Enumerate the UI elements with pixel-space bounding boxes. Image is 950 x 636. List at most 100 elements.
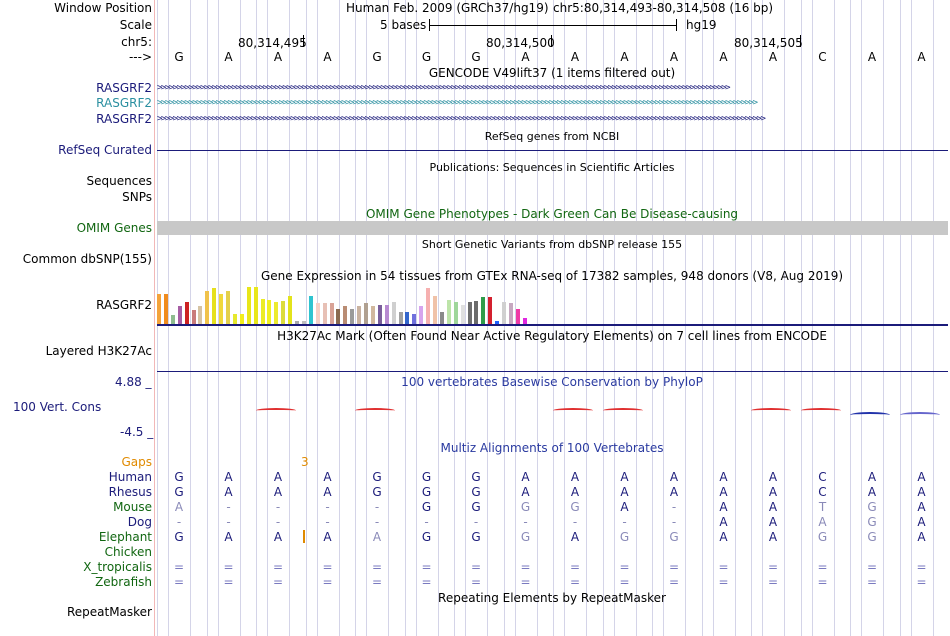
gtex-tissue-bar[interactable]	[522, 318, 527, 324]
window-position-value[interactable]: chr5:80,314,493-80,314,508 (16 bp)	[553, 1, 774, 15]
gtex-tissue-bar[interactable]	[453, 302, 458, 324]
omim-feature-bar[interactable]	[157, 221, 948, 235]
gtex-tissue-bar[interactable]	[446, 300, 451, 324]
gtex-tissue-bar[interactable]	[246, 287, 251, 324]
omim-track-title[interactable]: OMIM Gene Phenotypes - Dark Green Can Be…	[365, 207, 739, 221]
gtex-tissue-bar[interactable]	[281, 301, 286, 324]
gtex-tissue-bar[interactable]	[426, 288, 431, 324]
gtex-tissue-bar[interactable]	[405, 312, 410, 324]
dbsnp-label[interactable]: Common dbSNP(155)	[22, 252, 152, 266]
h3k27ac-track-title[interactable]: H3K27Ac Mark (Often Found Near Active Re…	[277, 329, 827, 343]
gtex-tissue-bar[interactable]	[267, 300, 272, 324]
gtex-tissue-bar[interactable]	[329, 303, 334, 324]
snps-label[interactable]: SNPs	[122, 190, 152, 204]
species-label[interactable]: Human	[108, 470, 152, 484]
gtex-tissue-bar[interactable]	[212, 288, 217, 324]
gtex-tissue-bar[interactable]	[308, 296, 313, 324]
gtex-tissue-bar[interactable]	[232, 314, 237, 324]
publications-track-title[interactable]: Publications: Sequences in Scientific Ar…	[429, 161, 675, 174]
species-label[interactable]: Dog	[127, 515, 152, 529]
gtex-tissue-bar[interactable]	[467, 302, 472, 324]
sequences-label[interactable]: Sequences	[86, 174, 152, 188]
gtex-tissue-bar[interactable]	[502, 302, 506, 324]
gencode-transcript-3[interactable]: >>>>>>>>>>>>>>>>>>>>>>>>>>>>>>>>>>>>>>>>…	[157, 116, 766, 122]
gtex-tissue-bar[interactable]	[370, 306, 375, 324]
gencode-gene-label-1[interactable]: RASGRF2	[96, 81, 152, 95]
refseq-gene-line[interactable]	[157, 150, 948, 151]
refseq-label[interactable]: RefSeq Curated	[58, 143, 152, 157]
gtex-tissue-bar[interactable]	[260, 299, 265, 324]
gtex-tissue-bar[interactable]	[384, 305, 389, 324]
gtex-tissue-bar[interactable]	[219, 294, 224, 324]
gtex-tissue-bar[interactable]	[364, 303, 368, 324]
gtex-tissue-bar[interactable]	[488, 297, 493, 324]
species-label[interactable]: Mouse	[113, 500, 152, 514]
gtex-tissue-bar[interactable]	[170, 315, 175, 324]
gtex-tissue-bar[interactable]	[343, 306, 348, 324]
gaps-label[interactable]: Gaps	[121, 455, 152, 469]
species-label[interactable]: Chicken	[104, 545, 152, 559]
alignment-base: A	[273, 530, 283, 544]
conservation-track-title[interactable]: 100 vertebrates Basewise Conservation by…	[401, 375, 703, 389]
gtex-tissue-bar[interactable]	[357, 306, 362, 324]
gencode-gene-label-2[interactable]: RASGRF2	[96, 96, 152, 110]
gtex-tissue-bar[interactable]	[274, 302, 279, 324]
species-label[interactable]: Rhesus	[108, 485, 152, 499]
coord-label-1: 80,314,495	[238, 36, 307, 50]
gtex-tissue-bar[interactable]	[163, 294, 168, 324]
gtex-tissue-bar[interactable]	[157, 294, 161, 324]
conservation-plot[interactable]	[157, 404, 948, 424]
gtex-tissue-bar[interactable]	[398, 312, 403, 324]
conservation-label[interactable]: 100 Vert. Cons	[13, 400, 102, 414]
gtex-tissue-bar[interactable]	[253, 287, 258, 324]
gtex-tissue-bar[interactable]	[322, 303, 327, 324]
grid-line	[861, 0, 862, 636]
gtex-tissue-bar[interactable]	[391, 302, 396, 324]
gtex-tissue-bar[interactable]	[495, 321, 500, 324]
alignment-base: A	[273, 485, 283, 499]
gtex-tissue-bar[interactable]	[481, 297, 486, 324]
gtex-tissue-bar[interactable]	[301, 321, 306, 324]
dbsnp-track-title[interactable]: Short Genetic Variants from dbSNP releas…	[421, 238, 683, 251]
gtex-tissue-bar[interactable]	[288, 296, 293, 324]
gtex-tissue-bar[interactable]	[226, 291, 230, 324]
species-label[interactable]: X_tropicalis	[83, 560, 152, 574]
repeatmasker-track-title[interactable]: Repeating Elements by RepeatMasker	[438, 591, 666, 605]
gtex-tissue-bar[interactable]	[460, 305, 465, 324]
gtex-track-title[interactable]: Gene Expression in 54 tissues from GTEx …	[260, 269, 844, 283]
gtex-tissue-bar[interactable]	[508, 303, 513, 324]
gencode-transcript-1[interactable]: >>>>>>>>>>>>>>>>>>>>>>>>>>>>>>>>>>>>>>>>…	[157, 85, 731, 91]
gtex-bar-chart[interactable]	[157, 284, 948, 324]
species-label[interactable]: Zebrafish	[95, 575, 152, 589]
gtex-tissue-bar[interactable]	[295, 321, 299, 324]
refseq-track-title[interactable]: RefSeq genes from NCBI	[484, 130, 620, 143]
gtex-tissue-bar[interactable]	[315, 303, 320, 324]
grid-line	[438, 0, 439, 636]
gtex-tissue-bar[interactable]	[184, 302, 189, 324]
gtex-tissue-bar[interactable]	[177, 306, 182, 324]
repeatmasker-label[interactable]: RepeatMasker	[66, 605, 152, 619]
gtex-tissue-bar[interactable]	[198, 306, 203, 324]
gtex-gene-label[interactable]: RASGRF2	[96, 298, 152, 312]
gtex-tissue-bar[interactable]	[336, 309, 341, 324]
gtex-tissue-bar[interactable]	[515, 309, 520, 324]
gencode-gene-label-3[interactable]: RASGRF2	[96, 112, 152, 126]
gencode-transcript-2[interactable]: >>>>>>>>>>>>>>>>>>>>>>>>>>>>>>>>>>>>>>>>…	[157, 100, 758, 106]
gtex-tissue-bar[interactable]	[191, 310, 196, 324]
strand-label: --->	[128, 50, 152, 64]
gtex-tissue-bar[interactable]	[474, 301, 479, 324]
gtex-tissue-bar[interactable]	[377, 305, 382, 324]
gtex-tissue-bar[interactable]	[205, 291, 210, 324]
omim-label[interactable]: OMIM Genes	[76, 221, 152, 235]
multiz-track-title[interactable]: Multiz Alignments of 100 Vertebrates	[440, 441, 664, 455]
gtex-tissue-bar[interactable]	[433, 296, 437, 324]
gtex-tissue-bar[interactable]	[412, 314, 417, 324]
gtex-tissue-bar[interactable]	[350, 309, 355, 324]
gencode-track-title[interactable]: GENCODE V49lift37 (1 items filtered out)	[428, 66, 676, 80]
gtex-tissue-bar[interactable]	[439, 312, 444, 324]
gtex-tissue-bar[interactable]	[239, 314, 244, 324]
gtex-tissue-bar[interactable]	[419, 306, 424, 324]
species-label[interactable]: Elephant	[98, 530, 152, 544]
h3k27ac-label[interactable]: Layered H3K27Ac	[45, 344, 152, 358]
